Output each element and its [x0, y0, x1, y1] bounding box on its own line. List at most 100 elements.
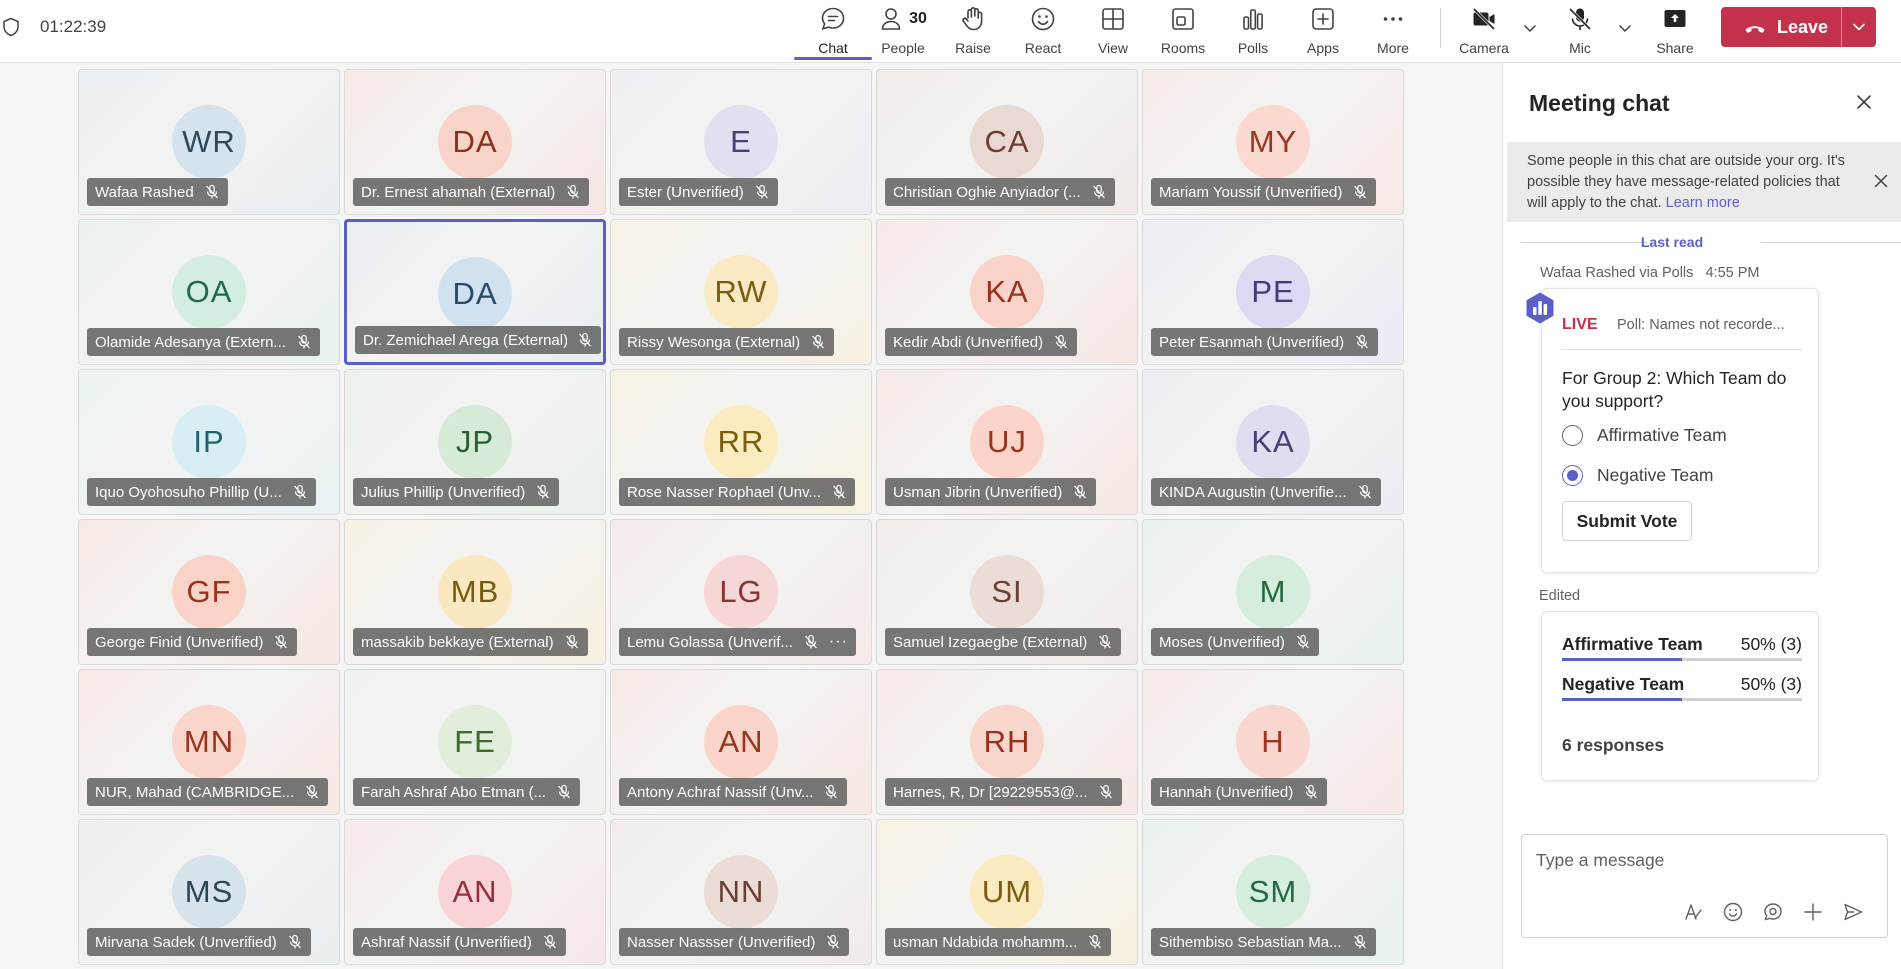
- participant-tile[interactable]: MS Mirvana Sadek (Unverified): [78, 819, 340, 965]
- participant-tile[interactable]: RW Rissy Wesonga (External): [610, 219, 872, 365]
- result-bar-track: [1562, 698, 1802, 701]
- participant-tile[interactable]: AN Ashraf Nassif (Unverified): [344, 819, 606, 965]
- participant-tile[interactable]: UJ Usman Jibrin (Unverified): [876, 369, 1138, 515]
- radio-selected[interactable]: [1562, 465, 1583, 486]
- mic-options-chevron-icon[interactable]: [1615, 18, 1635, 38]
- poll-option-affirmative[interactable]: Affirmative Team: [1562, 425, 1727, 446]
- participant-nametag: Lemu Golassa (Unverif... ···: [619, 628, 856, 656]
- polls-app-icon: [1526, 292, 1554, 324]
- participant-avatar: MB: [438, 555, 512, 629]
- participant-avatar: GF: [172, 555, 246, 629]
- dismiss-notice-icon[interactable]: [1872, 172, 1890, 190]
- camera-button[interactable]: Camera: [1449, 0, 1519, 62]
- close-chat-icon[interactable]: [1853, 91, 1875, 113]
- participant-tile[interactable]: MB massakib bekkaye (External): [344, 519, 606, 665]
- rooms-button[interactable]: Rooms: [1148, 0, 1218, 62]
- participant-nametag: Samuel Izegaegbe (External): [885, 628, 1122, 656]
- apps-button[interactable]: Apps: [1288, 0, 1358, 62]
- grid-view-icon: [1102, 8, 1124, 30]
- react-button[interactable]: React: [1008, 0, 1078, 62]
- participant-avatar: UJ: [970, 405, 1044, 479]
- participant-tile[interactable]: IP Iquo Oyohosuho Phillip (U...: [78, 369, 340, 515]
- participant-tile[interactable]: NN Nasser Nassser (Unverified): [610, 819, 872, 965]
- more-options-icon[interactable]: ···: [828, 633, 848, 650]
- hang-up-icon: [1745, 26, 1765, 33]
- participant-tile[interactable]: RR Rose Nasser Rophael (Unv...: [610, 369, 872, 515]
- participant-tile[interactable]: CA Christian Oghie Anyiador (...: [876, 69, 1138, 215]
- participant-tile[interactable]: KA KINDA Augustin (Unverifie...: [1142, 369, 1404, 515]
- participant-tile[interactable]: KA Kedir Abdi (Unverified): [876, 219, 1138, 365]
- participant-tile[interactable]: AN Antony Achraf Nassif (Unv...: [610, 669, 872, 815]
- participant-name: Lemu Golassa (Unverif...: [627, 633, 793, 651]
- participant-name: Julius Phillip (Unverified): [361, 483, 526, 501]
- participant-name: Iquo Oyohosuho Phillip (U...: [95, 483, 282, 501]
- participant-tile[interactable]: M Moses (Unverified): [1142, 519, 1404, 665]
- participant-tile[interactable]: MN NUR, Mahad (CAMBRIDGE...: [78, 669, 340, 815]
- chat-icon: [821, 7, 845, 31]
- participant-tile[interactable]: FE Farah Ashraf Abo Etman (...: [344, 669, 606, 815]
- participant-name: Ester (Unverified): [627, 183, 744, 201]
- format-icon[interactable]: [1682, 901, 1704, 923]
- send-icon[interactable]: [1842, 901, 1864, 923]
- participant-tile[interactable]: OA Olamide Adesanya (Extern...: [78, 219, 340, 365]
- participant-tile[interactable]: SM Sithembiso Sebastian Ma...: [1142, 819, 1404, 965]
- participant-avatar: NN: [704, 855, 778, 929]
- participant-tile[interactable]: RH Harnes, R, Dr [29229553@...: [876, 669, 1138, 815]
- participant-name: Olamide Adesanya (Extern...: [95, 333, 286, 351]
- participant-name: NUR, Mahad (CAMBRIDGE...: [95, 783, 295, 801]
- mic-off-icon: [1092, 184, 1105, 199]
- more-button[interactable]: More: [1358, 0, 1428, 62]
- chat-button[interactable]: Chat: [794, 0, 872, 62]
- mic-off-icon: [1296, 634, 1309, 649]
- loop-component-icon[interactable]: [1762, 901, 1784, 923]
- participant-avatar: JP: [438, 405, 512, 479]
- camera-options-chevron-icon[interactable]: [1520, 18, 1540, 38]
- participant-tile[interactable]: DA Dr. Ernest ahamah (External): [344, 69, 606, 215]
- participant-avatar: PE: [1236, 255, 1310, 329]
- participant-tile[interactable]: SI Samuel Izegaegbe (External): [876, 519, 1138, 665]
- participant-avatar: FE: [438, 705, 512, 779]
- meeting-toolbar: 01:22:39 Chat 30 People Raise React View…: [0, 0, 1901, 63]
- participant-name: Usman Jibrin (Unverified): [893, 483, 1063, 501]
- polls-button[interactable]: Polls: [1218, 0, 1288, 62]
- submit-vote-button[interactable]: Submit Vote: [1562, 501, 1692, 541]
- leave-options-button[interactable]: [1842, 7, 1876, 47]
- participant-tile[interactable]: GF George Finid (Unverified): [78, 519, 340, 665]
- participant-avatar: OA: [172, 255, 246, 329]
- message-input[interactable]: [1536, 847, 1866, 873]
- participant-nametag: Peter Esanmah (Unverified): [1151, 328, 1379, 356]
- mic-button[interactable]: Mic: [1545, 0, 1615, 62]
- mic-off-icon: [205, 184, 218, 199]
- view-button[interactable]: View: [1078, 0, 1148, 62]
- emoji-icon[interactable]: [1722, 901, 1744, 923]
- leave-button[interactable]: Leave: [1721, 7, 1841, 47]
- people-button[interactable]: 30 People: [868, 0, 938, 62]
- poll-option-negative[interactable]: Negative Team: [1562, 465, 1713, 486]
- participant-tile[interactable]: H Hannah (Unverified): [1142, 669, 1404, 815]
- add-icon[interactable]: [1802, 901, 1824, 923]
- participant-tile[interactable]: MY Mariam Youssif (Unverified): [1142, 69, 1404, 215]
- participant-tile[interactable]: UM usman Ndabida mohamm...: [876, 819, 1138, 965]
- participant-nametag: George Finid (Unverified): [87, 628, 298, 656]
- participant-nametag: Nasser Nassser (Unverified): [619, 928, 850, 956]
- raise-hand-button[interactable]: Raise: [938, 0, 1008, 62]
- participant-avatar: SI: [970, 555, 1044, 629]
- share-screen-icon: [1664, 10, 1686, 27]
- learn-more-link[interactable]: Learn more: [1665, 195, 1740, 211]
- participant-tile[interactable]: LG Lemu Golassa (Unverif... ···: [610, 519, 872, 665]
- participant-avatar: MS: [172, 855, 246, 929]
- participant-nametag: Rissy Wesonga (External): [619, 328, 835, 356]
- participant-tile[interactable]: E Ester (Unverified): [610, 69, 872, 215]
- add-apps-icon: [1312, 8, 1334, 30]
- participant-name: Rose Nasser Rophael (Unv...: [627, 483, 821, 501]
- share-button[interactable]: Share: [1640, 0, 1710, 62]
- participant-nametag: Moses (Unverified): [1151, 628, 1319, 656]
- participant-nametag: Kedir Abdi (Unverified): [885, 328, 1078, 356]
- participant-tile[interactable]: DA Dr. Zemichael Arega (External): [344, 219, 606, 365]
- participant-tile[interactable]: PE Peter Esanmah (Unverified): [1142, 219, 1404, 365]
- poll-option-label: Affirmative Team: [1597, 425, 1727, 445]
- mic-off-icon: [1074, 484, 1087, 499]
- participant-tile[interactable]: JP Julius Phillip (Unverified): [344, 369, 606, 515]
- radio-unselected[interactable]: [1562, 425, 1583, 446]
- participant-tile[interactable]: WR Wafaa Rashed: [78, 69, 340, 215]
